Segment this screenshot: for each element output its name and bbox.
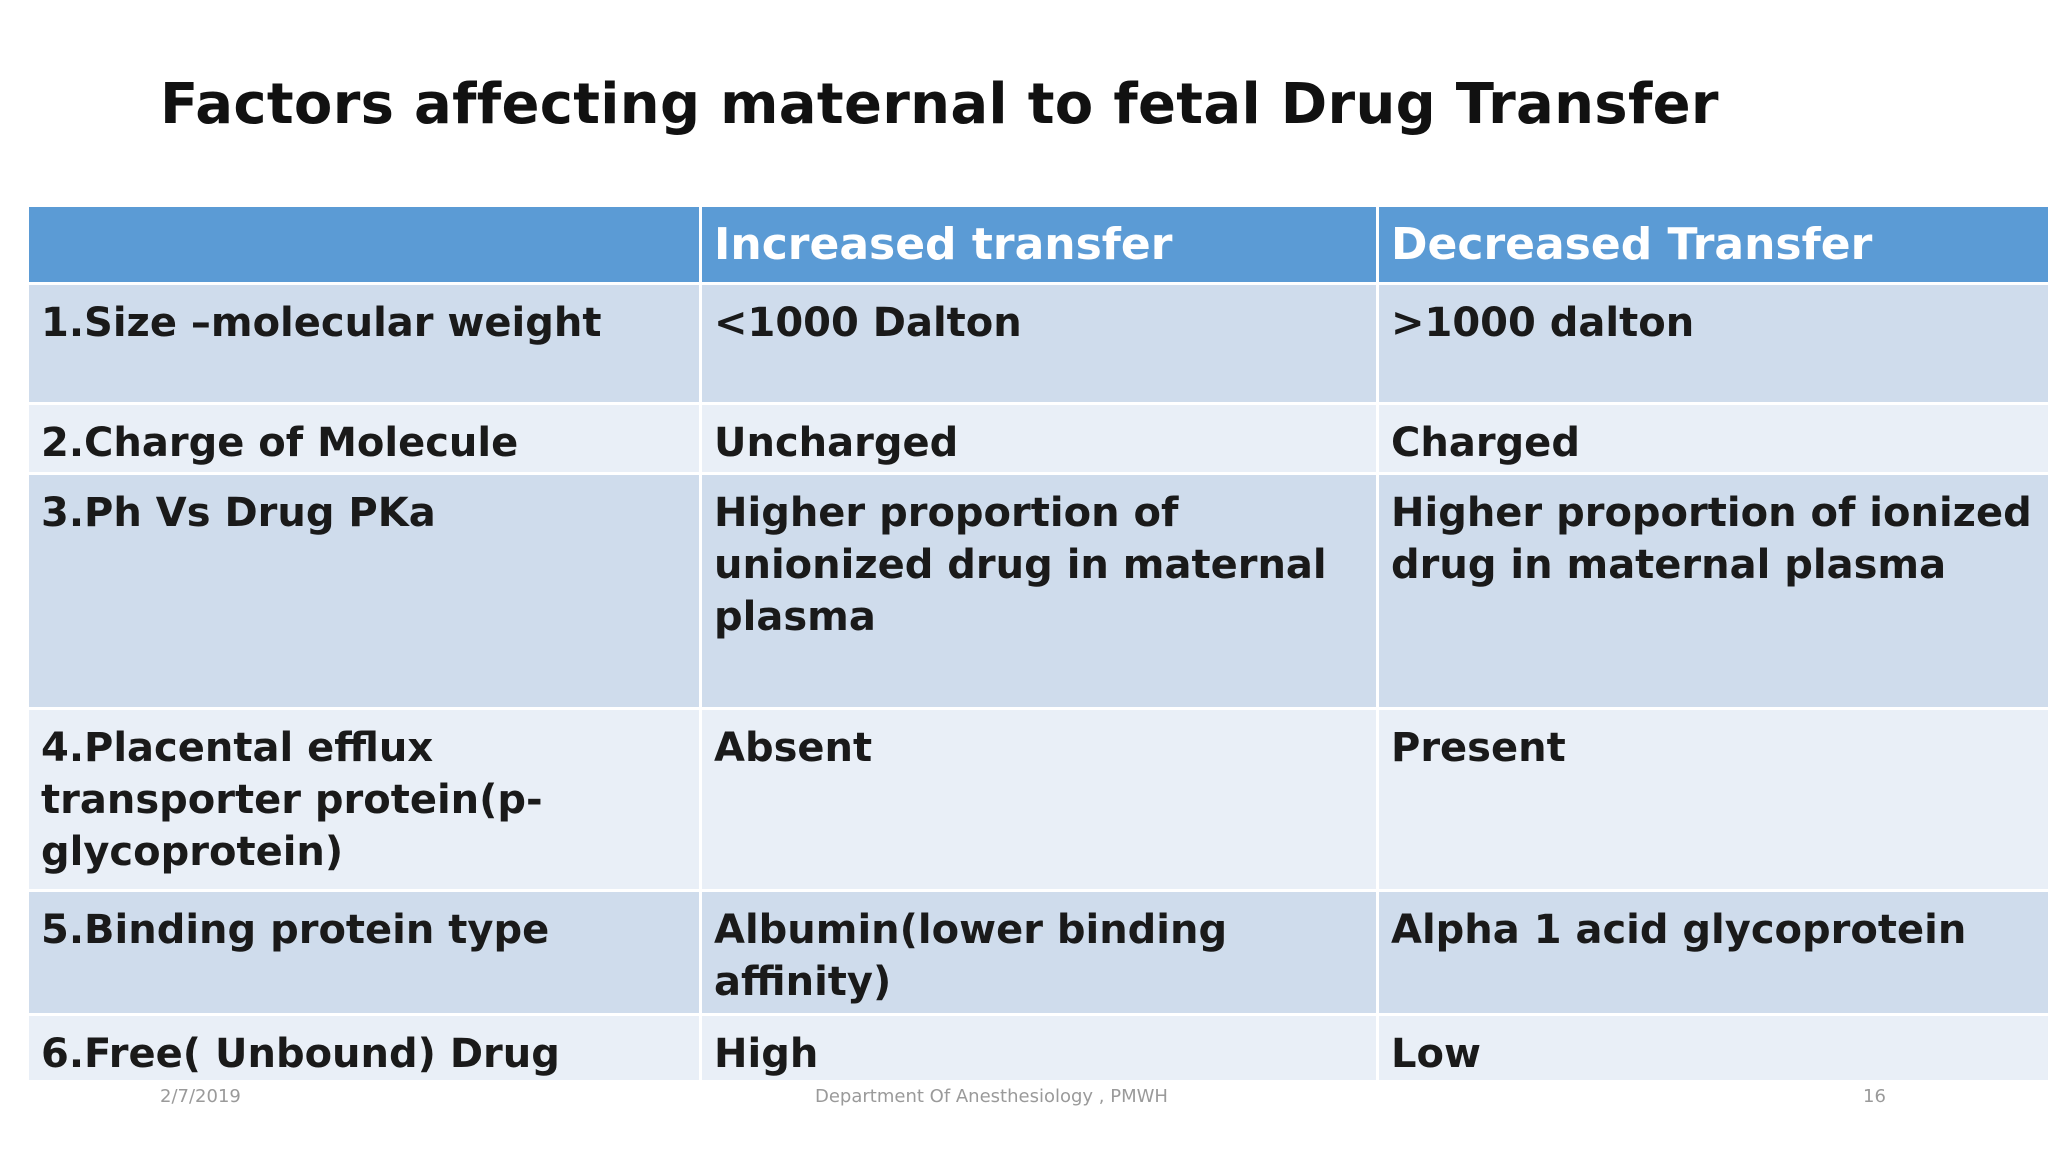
decreased-cell: >1000 dalton [1376,282,2048,405]
increased-cell: Albumin(lower binding affinity) [699,889,1379,1016]
footer-date: 2/7/2019 [160,1086,241,1107]
increased-cell: <1000 Dalton [699,282,1379,405]
decreased-cell: Alpha 1 acid glycoprotein [1376,889,2048,1016]
increased-cell: Higher proportion of unionized drug in m… [699,472,1379,710]
factor-cell: 3.Ph Vs Drug PKa [26,472,702,710]
footer-department: Department Of Anesthesiology , PMWH [815,1086,1168,1107]
decreased-cell: Charged [1376,402,2048,475]
factors-table: Increased transfer Decreased Transfer 1.… [26,204,2048,1083]
decreased-cell: Present [1376,707,2048,892]
decreased-cell: Low [1376,1013,2048,1083]
factor-cell: 1.Size –molecular weight [26,282,702,405]
factor-cell: 5.Binding protein type [26,889,702,1016]
header-increased-transfer: Increased transfer [699,204,1379,285]
footer-page-number: 16 [1863,1086,1886,1107]
header-factor [26,204,702,285]
factor-cell: 2.Charge of Molecule [26,402,702,475]
increased-cell: Uncharged [699,402,1379,475]
increased-cell: High [699,1013,1379,1083]
table-row: 4.Placental efflux transporter protein(p… [26,707,2048,892]
table-row: 2.Charge of Molecule Uncharged Charged [26,402,2048,475]
table-row: 3.Ph Vs Drug PKa Higher proportion of un… [26,472,2048,710]
table-header-row: Increased transfer Decreased Transfer [26,204,2048,285]
table-row: 5.Binding protein type Albumin(lower bin… [26,889,2048,1016]
increased-cell: Absent [699,707,1379,892]
slide-title: Factors affecting maternal to fetal Drug… [160,72,1719,137]
factor-cell: 4.Placental efflux transporter protein(p… [26,707,702,892]
table-row: 6.Free( Unbound) Drug High Low [26,1013,2048,1083]
header-decreased-transfer: Decreased Transfer [1376,204,2048,285]
table-row: 1.Size –molecular weight <1000 Dalton >1… [26,282,2048,405]
decreased-cell: Higher proportion of ionized drug in mat… [1376,472,2048,710]
factor-cell: 6.Free( Unbound) Drug [26,1013,702,1083]
